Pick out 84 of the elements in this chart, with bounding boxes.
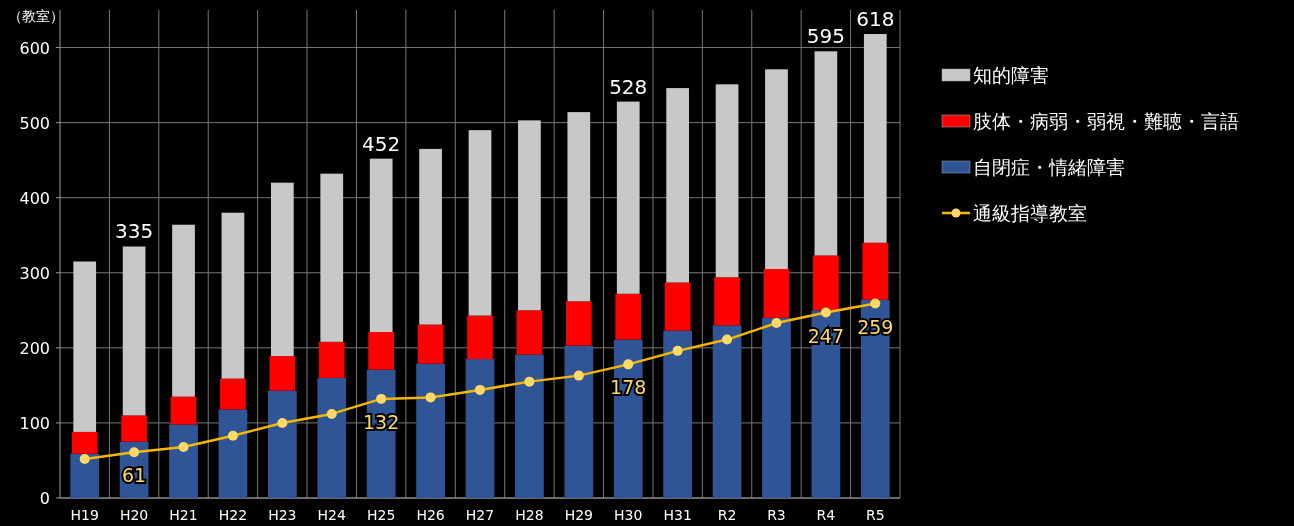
bar [416, 363, 445, 498]
y-axis-title: （教室） [8, 8, 64, 24]
bar [267, 390, 297, 498]
bar [712, 325, 742, 498]
total-label: 528 [609, 74, 648, 99]
legend-label: 通級指導教室 [973, 202, 1087, 224]
x-tick-label: R4 [816, 507, 836, 523]
x-tick-label: R2 [717, 507, 737, 523]
bar [516, 310, 543, 355]
bar [616, 101, 640, 294]
x-tick-label: H26 [416, 507, 445, 523]
total-label: 335 [115, 219, 154, 244]
bar [467, 315, 493, 360]
bar [73, 261, 97, 432]
bar [121, 415, 147, 442]
x-tick-label: H31 [663, 507, 692, 523]
legend-label: 知的障害 [973, 64, 1049, 86]
x-tick-label: H22 [218, 507, 248, 523]
x-tick-label: H29 [564, 507, 593, 523]
bar [417, 324, 444, 364]
data-label: 61 [122, 464, 147, 487]
bar [862, 242, 889, 300]
x-tick-label: H21 [169, 507, 198, 523]
bar [813, 255, 839, 311]
bar [714, 277, 740, 326]
bar [220, 378, 246, 410]
x-tick-label: H27 [465, 507, 495, 523]
bar [270, 182, 294, 357]
bar [468, 130, 492, 316]
bar [172, 224, 195, 397]
y-tick-label: 600 [19, 38, 50, 58]
bar [221, 212, 245, 379]
bar [763, 269, 790, 318]
bar [762, 317, 791, 498]
bar [765, 69, 788, 270]
legend-label: 肢体・病弱・弱視・難聴・言語 [973, 110, 1239, 132]
x-tick-label: H19 [70, 507, 99, 523]
x-tick-label: H24 [317, 507, 347, 523]
bar [122, 246, 146, 416]
y-tick-label: 300 [19, 263, 50, 283]
bar [515, 354, 544, 498]
y-tick-label: 100 [19, 413, 50, 433]
bar [317, 377, 347, 498]
bar [419, 148, 442, 325]
bar [320, 173, 344, 342]
bar [71, 431, 98, 454]
bar [564, 345, 594, 498]
bar [613, 339, 643, 498]
x-tick-label: R3 [767, 507, 786, 523]
bar [863, 34, 887, 243]
bar [814, 51, 838, 256]
bar [860, 299, 890, 498]
bar [518, 120, 541, 311]
y-tick-label: 200 [19, 338, 50, 358]
bar [615, 293, 642, 340]
bar [465, 359, 495, 498]
legend-label: 自閉症・情緒障害 [973, 156, 1125, 178]
bar [170, 396, 197, 425]
x-tick-label: H23 [268, 507, 297, 523]
x-tick-label: H28 [515, 507, 544, 523]
bar [567, 112, 591, 302]
bar [368, 332, 395, 370]
x-tick-label: R5 [865, 507, 885, 523]
y-tick-label: 0 [39, 489, 50, 508]
bar [169, 424, 198, 498]
bar [269, 356, 296, 391]
x-tick-label: H30 [614, 507, 643, 523]
bar [715, 84, 739, 278]
bar [663, 330, 693, 498]
bar [565, 301, 592, 346]
total-label: 452 [362, 131, 401, 156]
total-label: 595 [806, 24, 845, 49]
x-tick-label: H25 [367, 507, 396, 523]
bar [666, 88, 690, 283]
y-tick-label: 500 [19, 113, 50, 133]
total-label: 618 [856, 7, 895, 32]
bar [664, 282, 691, 331]
bar [70, 453, 100, 498]
data-label: 132 [363, 410, 400, 433]
bar [369, 158, 393, 333]
y-tick-label: 400 [19, 188, 50, 208]
bar [218, 409, 248, 498]
bar [318, 341, 345, 378]
x-tick-label: H20 [119, 507, 149, 523]
